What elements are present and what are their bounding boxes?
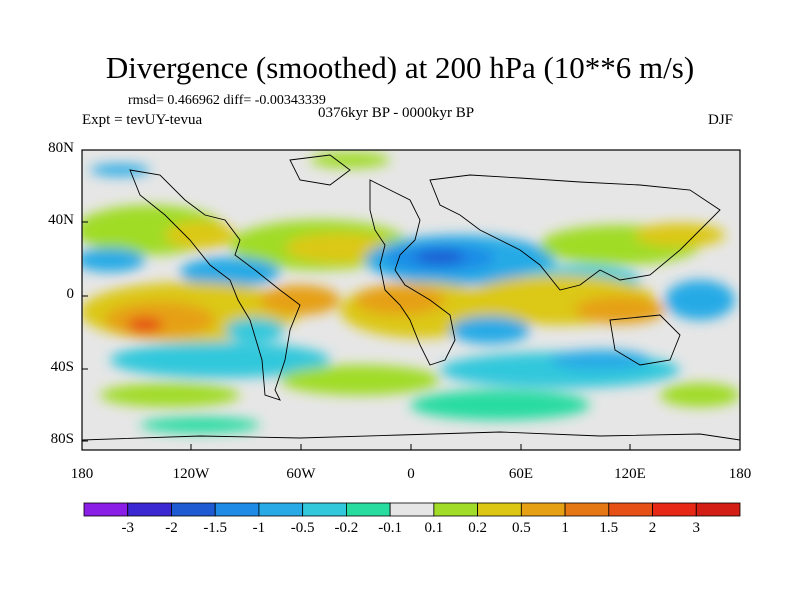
lat-tick-label: 80S [50, 431, 74, 447]
stats-label: rmsd= 0.466962 diff= -0.00343339 [128, 93, 326, 108]
divergence-field [82, 150, 740, 450]
colorbar-swatch [345, 502, 391, 517]
colorbar-swatch [564, 502, 610, 517]
lat-tick-label: 80N [48, 140, 74, 156]
colorbar-swatch [433, 502, 479, 517]
colorbar-swatch [695, 502, 741, 517]
colorbar [83, 502, 741, 517]
colorbar-swatch [302, 502, 347, 517]
colorbar-swatch [127, 502, 172, 517]
colorbar-swatch [389, 502, 435, 517]
colorbar-label: 0.1 [424, 520, 444, 536]
colorbar-swatch [171, 502, 216, 517]
axis-ticks [81, 149, 741, 450]
lon-tick-label: 180 [728, 466, 752, 482]
colorbar-label: 0.5 [511, 520, 531, 536]
lon-tick-label: 120E [614, 466, 646, 482]
lon-tick-label: 60E [508, 466, 534, 482]
experiment-label: Expt = tevUY-tevua [82, 112, 203, 128]
coastlines [82, 154, 740, 441]
colorbar-swatch [83, 502, 129, 517]
lat-tick-label: 40S [50, 359, 74, 375]
colorbar-label: 0.2 [468, 520, 487, 536]
colorbar-label: 3 [692, 520, 701, 536]
lon-tick-label: 0 [407, 466, 415, 482]
lon-tick-label: 60W [286, 466, 316, 482]
colorbar-label: -3 [121, 520, 134, 536]
colorbar-label: -0.5 [290, 520, 315, 536]
period-label: 0376kyr BP - 0000kyr BP [318, 105, 475, 121]
plot-title: Divergence (smoothed) at 200 hPa (10**6 … [105, 50, 695, 85]
colorbar-label: 1 [561, 520, 569, 536]
colorbar-label: -0.1 [378, 520, 402, 536]
colorbar-swatch [258, 502, 304, 517]
colorbar-swatch [520, 502, 566, 517]
colorbar-label: 2 [648, 520, 657, 536]
colorbar-swatch [477, 502, 522, 517]
season-label: DJF [708, 112, 734, 128]
lon-tick-label: 180 [70, 466, 94, 482]
colorbar-label: -0.2 [334, 520, 359, 536]
colorbar-swatch [608, 502, 653, 517]
colorbar-label: -2 [165, 520, 178, 536]
lat-tick-label: 0 [66, 286, 75, 302]
colorbar-swatch [652, 502, 697, 517]
lat-tick-label: 40N [48, 212, 74, 228]
colorbar-swatch [214, 502, 260, 517]
colorbar-label: 1.5 [599, 520, 619, 536]
colorbar-label: -1.5 [203, 520, 228, 536]
colorbar-label: -1 [252, 520, 266, 536]
lon-tick-label: 120W [172, 466, 210, 482]
